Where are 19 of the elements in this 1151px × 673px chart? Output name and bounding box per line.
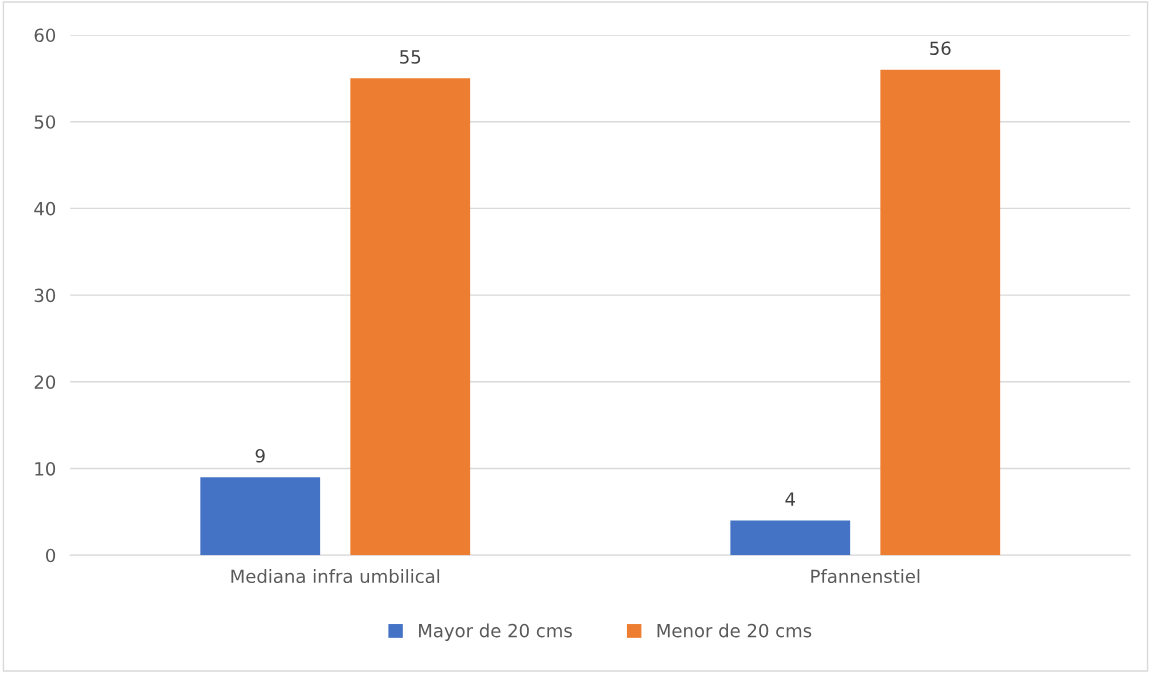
data-label: 9 — [255, 448, 265, 463]
y-tick-label: 50 — [34, 115, 56, 129]
y-tick-label: 30 — [34, 288, 56, 303]
y-tick-label: 60 — [34, 28, 56, 43]
legend-label: Menor de 20 cms — [657, 623, 812, 638]
data-label: 55 — [400, 50, 421, 64]
x-tick-label: Pfannenstiel — [811, 569, 920, 584]
bar — [730, 520, 851, 556]
bar — [200, 477, 321, 556]
data-label: 4 — [785, 492, 795, 506]
data-label: 56 — [930, 41, 951, 56]
y-tick-label: 0 — [46, 548, 56, 563]
bar — [350, 78, 471, 556]
y-tick-label: 40 — [34, 201, 56, 216]
x-tick-label: Mediana infra umbilical — [231, 569, 440, 584]
legend-label: Mayor de 20 cms — [419, 623, 572, 641]
bar — [880, 69, 1001, 556]
y-tick-label: 10 — [35, 461, 56, 476]
y-tick-label: 20 — [34, 375, 56, 389]
